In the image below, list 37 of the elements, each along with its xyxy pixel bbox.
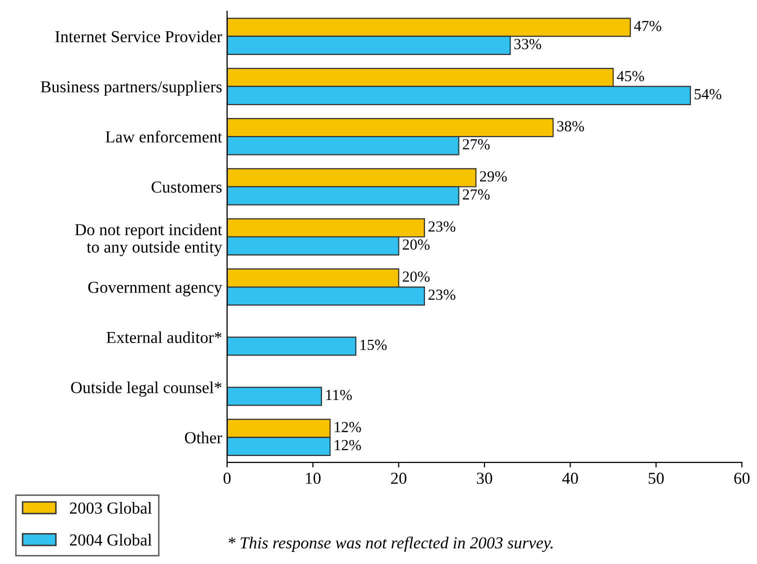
data-label: 38% [557, 121, 584, 132]
y-tick-label: Other [184, 432, 222, 444]
x-tick-label: 30 [476, 472, 492, 484]
x-tick-label: 40 [562, 472, 578, 484]
y-tick-label: Customers [152, 181, 222, 193]
y-tick-label: Law enforcement [106, 130, 222, 143]
y-tick-label: Business partners/suppliers [40, 80, 222, 96]
bar [227, 386, 322, 406]
data-label: 47% [634, 20, 662, 32]
data-label: 20% [402, 272, 430, 282]
data-label: 23% [428, 290, 456, 300]
data-label: 29% [480, 171, 507, 182]
data-label: 27% [462, 139, 490, 150]
y-tick-label: External auditor* [106, 331, 222, 344]
data-label: 20% [402, 239, 430, 250]
legend-label: 2004 Global [70, 534, 152, 546]
data-label: 23% [428, 221, 456, 232]
y-tick-label: Outside legal counsel* [71, 381, 222, 397]
text: * This response was not reflected in 2003 survey. [228, 536, 553, 552]
data-label: 12% [334, 422, 361, 432]
data-label: 15% [360, 340, 387, 350]
data-label: 27% [462, 189, 490, 200]
y-tick-label: Internet Service Provider [55, 30, 222, 42]
data-label: 54% [694, 89, 722, 100]
data-label: 33% [514, 38, 542, 50]
data-label: 45% [616, 70, 644, 82]
x-tick-label: 60 [734, 472, 750, 484]
x-tick-label: 10 [306, 472, 321, 484]
y-tick-label: Government agency [88, 282, 222, 296]
data-label: 11% [326, 390, 352, 400]
x-tick-label: 20 [391, 472, 406, 484]
x-tick-label: 0 [224, 472, 231, 484]
legend-label: 2003 Global [70, 502, 152, 514]
x-tick-label: 50 [648, 472, 664, 484]
bar [227, 336, 356, 356]
data-label: 12% [334, 440, 361, 450]
y-tick-label: Do not report incident to any outside entity [75, 224, 222, 256]
